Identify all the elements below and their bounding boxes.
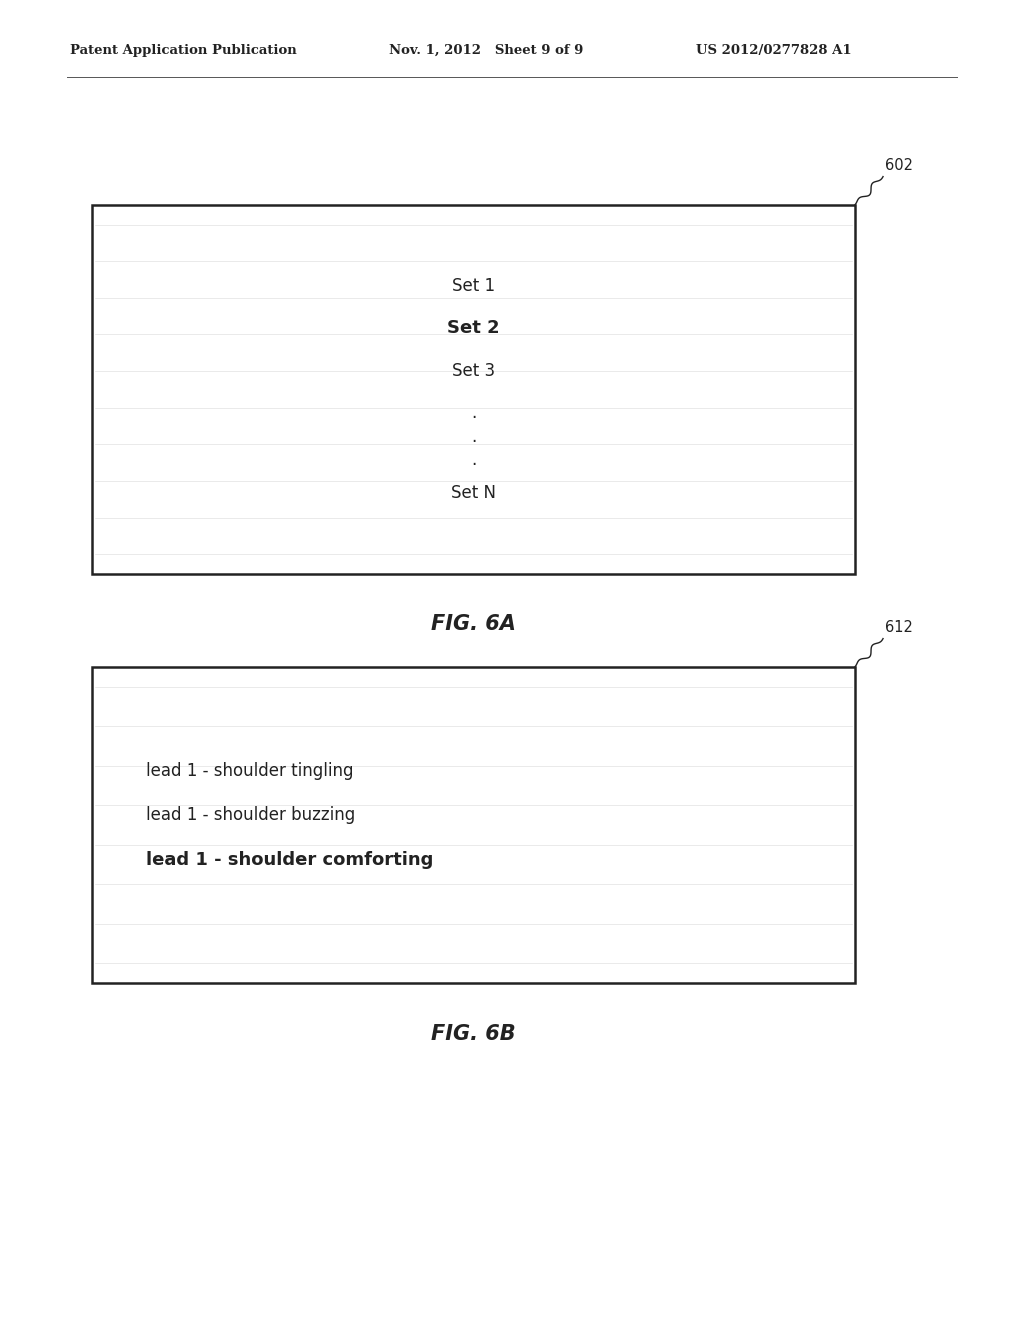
Text: lead 1 - shoulder buzzing: lead 1 - shoulder buzzing (145, 807, 354, 825)
Text: US 2012/0277828 A1: US 2012/0277828 A1 (696, 44, 852, 57)
Text: Set 2: Set 2 (447, 319, 500, 338)
Text: FIG. 6A: FIG. 6A (431, 614, 516, 635)
Text: lead 1 - shoulder comforting: lead 1 - shoulder comforting (145, 851, 433, 869)
Text: .: . (471, 428, 476, 446)
Text: Nov. 1, 2012   Sheet 9 of 9: Nov. 1, 2012 Sheet 9 of 9 (389, 44, 584, 57)
Text: lead 1 - shoulder tingling: lead 1 - shoulder tingling (145, 762, 353, 780)
Text: 612: 612 (885, 619, 913, 635)
Text: 602: 602 (885, 157, 913, 173)
Text: Patent Application Publication: Patent Application Publication (70, 44, 296, 57)
Text: .: . (471, 451, 476, 469)
Text: Set 3: Set 3 (452, 362, 496, 380)
Text: Set N: Set N (452, 484, 496, 502)
Bar (92, 205, 855, 574)
Text: Set 1: Set 1 (452, 277, 496, 294)
Bar (92, 667, 855, 983)
Text: .: . (471, 404, 476, 422)
Text: FIG. 6B: FIG. 6B (431, 1023, 516, 1044)
